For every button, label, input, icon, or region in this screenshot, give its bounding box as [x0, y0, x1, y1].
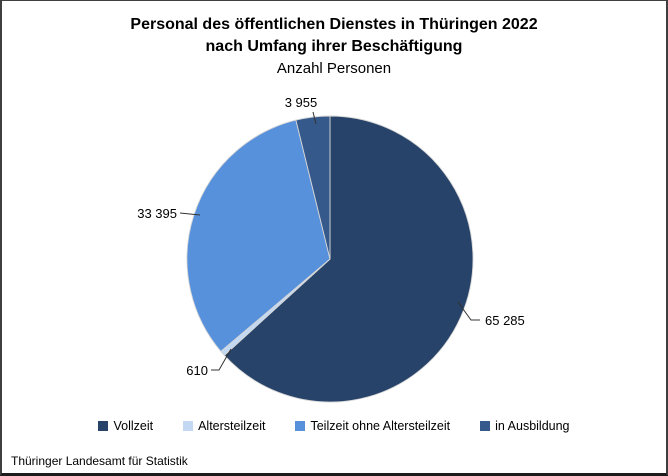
legend-swatch-in-ausbildung	[480, 421, 491, 431]
legend-item-vollzeit: Vollzeit	[98, 419, 153, 433]
legend-item-teilzeit: Teilzeit ohne Altersteilzeit	[295, 419, 450, 433]
legend-label-teilzeit: Teilzeit ohne Altersteilzeit	[310, 419, 451, 433]
pie-slice-in-ausbildung	[295, 115, 331, 260]
pie-slices	[186, 115, 474, 403]
pie-label-in-ausbildung: 3 955	[285, 95, 318, 110]
pie-label-vollzeit: 65 285	[485, 313, 525, 328]
leader-line-in-ausbildung	[312, 111, 317, 125]
chart-header: Personal des öffentlichen Dienstes in Th…	[2, 14, 666, 80]
chart-subtitle: Anzahl Personen	[276, 60, 392, 77]
chart-title-line1: Personal des öffentlichen Dienstes in Th…	[130, 16, 538, 33]
pie-label-altersteilzeit: 610	[186, 363, 208, 378]
source-note: Thüringer Landesamt für Statistik	[11, 454, 188, 468]
legend-label-in-ausbildung: in Ausbildung	[495, 419, 570, 433]
pie-slice-vollzeit	[223, 115, 474, 403]
pie-label-teilzeit: 33 395	[137, 206, 177, 221]
legend-swatch-altersteilzeit	[183, 421, 194, 431]
legend-swatch-vollzeit	[98, 421, 109, 431]
leader-line-teilzeit	[179, 212, 201, 216]
legend-item-altersteilzeit: Altersteilzeit	[183, 419, 265, 433]
leader-line-vollzeit	[457, 301, 480, 321]
legend-label-altersteilzeit: Altersteilzeit	[198, 419, 266, 433]
chart-legend: Vollzeit Altersteilzeit Teilzeit ohne Al…	[2, 419, 666, 433]
chart-title-line2: nach Umfang ihrer Beschäftigung	[205, 38, 463, 55]
leader-line-altersteilzeit	[211, 348, 232, 371]
legend-swatch-teilzeit	[295, 421, 306, 431]
legend-label-vollzeit: Vollzeit	[113, 419, 154, 433]
legend-item-in-ausbildung: in Ausbildung	[480, 419, 570, 433]
